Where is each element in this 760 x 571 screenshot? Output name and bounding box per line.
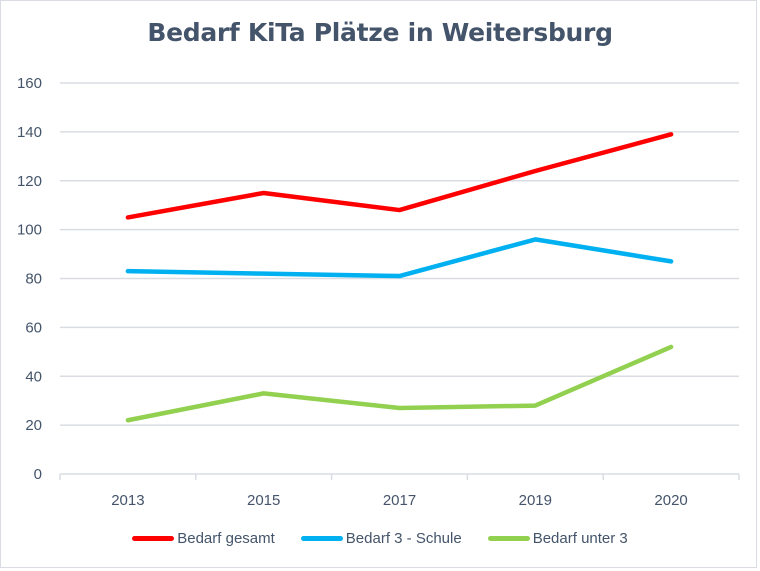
- y-tick-label: 140: [17, 124, 42, 141]
- y-tick-label: 120: [17, 173, 42, 190]
- legend-label: Bedarf 3 - Schule: [345, 530, 462, 547]
- x-axis: 2013 2015 2017 2019 2020: [59, 473, 740, 509]
- series-line-bedarf-3-schule: [125, 237, 674, 279]
- x-tick-label: 2015: [247, 492, 280, 509]
- x-tick-label: 2013: [111, 492, 144, 509]
- legend: Bedarf gesamt Bedarf 3 - Schule Bedarf unt…: [0, 530, 760, 547]
- y-tick-label: 80: [25, 271, 42, 288]
- y-tick-label: 160: [17, 75, 42, 92]
- legend-item: Bedarf gesamt: [132, 530, 275, 547]
- x-tick-label: 2019: [519, 492, 552, 509]
- y-tick-label: 40: [25, 368, 42, 385]
- series-lines: [125, 132, 674, 423]
- series-line-bedarf-gesamt: [125, 132, 674, 220]
- x-tick-label: 2020: [654, 492, 687, 509]
- y-axis-labels: 0 20 40 60 80 100 120 140 160: [17, 75, 42, 483]
- chart-title: Bedarf KiTa Plätze in Weitersburg: [147, 18, 613, 47]
- gridlines: [60, 82, 739, 426]
- y-tick-label: 60: [25, 319, 42, 336]
- legend-swatch: [132, 536, 175, 541]
- legend-label: Bedarf gesamt: [177, 530, 275, 547]
- series-line-bedarf-unter-3: [125, 344, 674, 423]
- y-tick-label: 100: [17, 222, 42, 239]
- y-tick-label: 0: [34, 466, 42, 483]
- x-tick-label: 2017: [383, 492, 416, 509]
- legend-item: Bedarf 3 - Schule: [300, 530, 462, 547]
- legend-swatch: [487, 536, 530, 541]
- y-tick-label: 20: [25, 417, 42, 434]
- legend-label: Bedarf unter 3: [532, 530, 628, 547]
- legend-swatch: [300, 536, 343, 541]
- legend-item: Bedarf unter 3: [487, 530, 628, 547]
